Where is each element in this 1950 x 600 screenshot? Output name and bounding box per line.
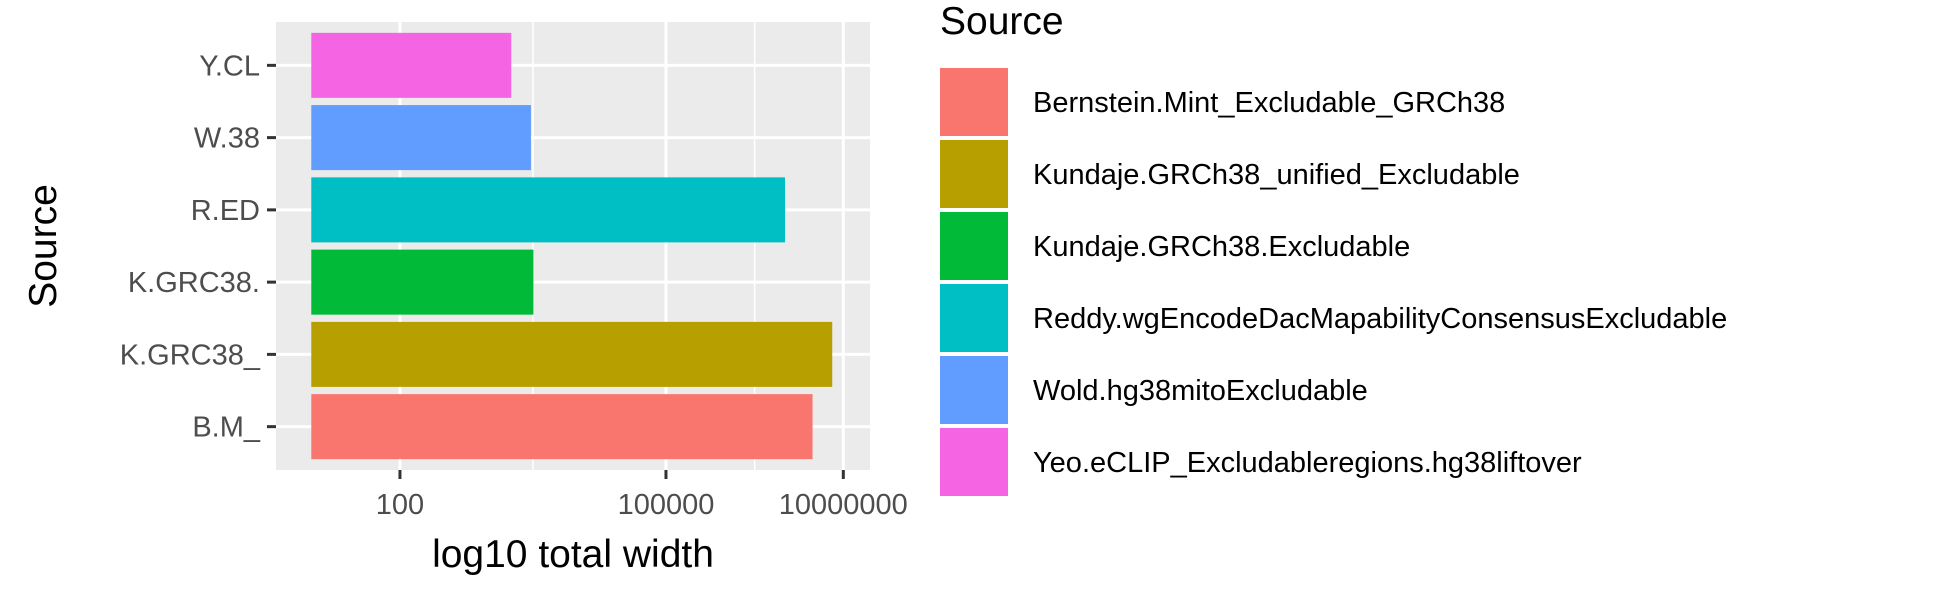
x-tick-label: 10000000 bbox=[779, 489, 908, 521]
bar-Y.CL bbox=[311, 32, 512, 98]
bar-R.ED bbox=[311, 177, 785, 243]
x-axis-title: log10 total width bbox=[432, 533, 714, 576]
legend-label: Reddy.wgEncodeDacMapabilityConsensusExcl… bbox=[1033, 303, 1727, 335]
legend-label: Yeo.eCLIP_Excludableregions.hg38liftover bbox=[1033, 447, 1582, 479]
y-axis: B.M_ K.GRC38_ K.GRC38. R.ED W.38 Y.CL bbox=[120, 50, 276, 444]
x-tick-label: 100 bbox=[376, 489, 424, 521]
legend: Bernstein.Mint_Excludable_GRCh38 Kundaje.… bbox=[940, 68, 1727, 496]
y-tick-label: K.GRC38_ bbox=[120, 339, 261, 371]
x-tick-label: 100000 bbox=[618, 489, 715, 521]
y-tick-label: R.ED bbox=[191, 195, 260, 227]
x-axis: 100 100000 10000000 bbox=[376, 470, 908, 521]
y-tick-label: W.38 bbox=[194, 123, 260, 155]
legend-key bbox=[940, 68, 1008, 136]
legend-key bbox=[940, 428, 1008, 496]
y-tick-label: Y.CL bbox=[199, 50, 260, 82]
y-axis-title: Source bbox=[22, 184, 65, 308]
bars bbox=[311, 32, 833, 460]
bar-B.M_ bbox=[311, 394, 813, 460]
legend-key bbox=[940, 140, 1008, 208]
legend-key bbox=[940, 212, 1008, 280]
bar-W.38 bbox=[311, 105, 531, 171]
y-tick-label: B.M_ bbox=[192, 412, 261, 444]
y-tick-label: K.GRC38. bbox=[128, 267, 260, 299]
legend-label: Kundaje.GRCh38_unified_Excludable bbox=[1033, 159, 1520, 191]
legend-key bbox=[940, 356, 1008, 424]
legend-title: Source bbox=[940, 0, 1064, 43]
legend-label: Wold.hg38mitoExcludable bbox=[1033, 375, 1368, 407]
legend-label: Kundaje.GRCh38.Excludable bbox=[1033, 231, 1410, 263]
legend-key bbox=[940, 284, 1008, 352]
legend-label: Bernstein.Mint_Excludable_GRCh38 bbox=[1033, 87, 1505, 119]
bar-K.GRC38. bbox=[311, 249, 534, 315]
bar-K.GRC38_ bbox=[311, 321, 833, 387]
